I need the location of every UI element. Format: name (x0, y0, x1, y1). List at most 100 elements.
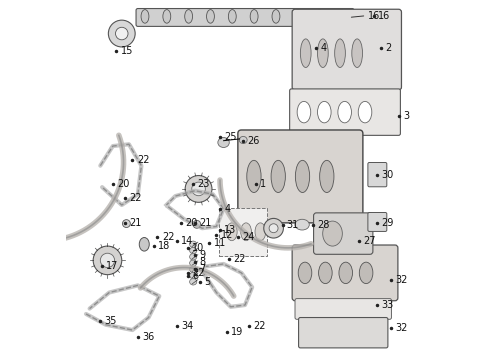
Ellipse shape (338, 10, 345, 23)
Text: 21: 21 (130, 218, 142, 228)
Ellipse shape (207, 10, 215, 23)
Text: 29: 29 (381, 218, 394, 228)
FancyBboxPatch shape (314, 213, 373, 254)
Ellipse shape (185, 10, 193, 23)
Ellipse shape (297, 102, 311, 123)
Text: 7: 7 (199, 264, 205, 274)
Text: 15: 15 (121, 46, 133, 57)
Ellipse shape (116, 27, 128, 40)
Ellipse shape (163, 10, 171, 23)
Ellipse shape (339, 262, 352, 284)
FancyBboxPatch shape (220, 208, 267, 256)
Ellipse shape (250, 10, 258, 23)
Text: 9: 9 (199, 250, 205, 260)
Ellipse shape (358, 102, 372, 123)
Ellipse shape (295, 219, 309, 230)
Text: 4: 4 (224, 203, 230, 213)
Text: 22: 22 (192, 268, 205, 278)
Ellipse shape (271, 160, 285, 193)
Text: 4: 4 (321, 43, 327, 53)
Text: 21: 21 (199, 218, 212, 228)
FancyBboxPatch shape (298, 318, 388, 348)
Text: 30: 30 (381, 170, 393, 180)
Ellipse shape (318, 262, 332, 284)
FancyBboxPatch shape (290, 89, 400, 135)
Text: 20: 20 (117, 179, 129, 189)
Ellipse shape (192, 182, 205, 196)
Ellipse shape (255, 223, 266, 241)
Ellipse shape (141, 10, 149, 23)
Ellipse shape (239, 136, 247, 144)
Ellipse shape (269, 224, 278, 233)
Text: 22: 22 (130, 193, 142, 203)
Ellipse shape (338, 102, 351, 123)
Text: 10: 10 (192, 243, 204, 253)
Ellipse shape (100, 253, 115, 267)
Text: 19: 19 (231, 327, 244, 337)
FancyBboxPatch shape (238, 130, 363, 223)
Ellipse shape (294, 10, 302, 23)
Text: 22: 22 (233, 253, 245, 264)
Ellipse shape (335, 39, 345, 67)
Text: 23: 23 (197, 179, 210, 189)
Text: 1: 1 (260, 179, 266, 189)
Ellipse shape (190, 273, 197, 279)
Text: 32: 32 (396, 275, 408, 285)
Text: 17: 17 (106, 261, 119, 271)
Text: 25: 25 (224, 132, 237, 142)
Ellipse shape (190, 253, 197, 260)
Ellipse shape (190, 279, 197, 285)
Text: 31: 31 (287, 220, 299, 230)
Text: 14: 14 (181, 236, 194, 246)
Ellipse shape (300, 39, 311, 67)
Ellipse shape (272, 10, 280, 23)
Ellipse shape (108, 20, 135, 47)
Ellipse shape (323, 221, 343, 246)
Ellipse shape (359, 262, 373, 284)
Text: 28: 28 (317, 220, 330, 230)
Text: 33: 33 (381, 300, 393, 310)
Ellipse shape (264, 219, 283, 238)
Text: 5: 5 (205, 277, 211, 287)
Text: 35: 35 (104, 316, 117, 326)
Ellipse shape (193, 220, 201, 228)
Text: 2: 2 (385, 43, 392, 53)
Text: 12: 12 (220, 230, 233, 240)
Ellipse shape (122, 220, 130, 228)
Ellipse shape (298, 262, 312, 284)
Text: 34: 34 (181, 321, 194, 332)
FancyBboxPatch shape (368, 162, 387, 187)
Ellipse shape (316, 10, 323, 23)
Ellipse shape (185, 176, 212, 202)
Text: 16: 16 (378, 11, 390, 21)
Text: 3: 3 (403, 111, 409, 121)
Ellipse shape (190, 241, 197, 248)
Ellipse shape (226, 223, 237, 241)
Text: 8: 8 (199, 257, 205, 267)
Text: 24: 24 (242, 232, 254, 242)
Text: 26: 26 (247, 136, 260, 146)
Ellipse shape (218, 138, 229, 148)
Text: 6: 6 (192, 271, 198, 282)
Text: 32: 32 (396, 323, 408, 333)
FancyBboxPatch shape (136, 9, 354, 26)
Text: 13: 13 (224, 225, 237, 235)
Text: 16: 16 (368, 11, 381, 21)
Text: 22: 22 (162, 232, 174, 242)
Ellipse shape (228, 10, 236, 23)
Text: 20: 20 (185, 218, 197, 228)
Ellipse shape (352, 39, 363, 67)
Ellipse shape (139, 238, 149, 251)
FancyBboxPatch shape (292, 245, 398, 301)
FancyBboxPatch shape (368, 212, 387, 231)
FancyBboxPatch shape (295, 298, 392, 319)
Ellipse shape (318, 102, 331, 123)
Ellipse shape (190, 247, 197, 254)
Ellipse shape (241, 223, 251, 241)
Ellipse shape (190, 260, 197, 266)
Text: 22: 22 (253, 321, 266, 332)
Ellipse shape (295, 160, 310, 193)
Ellipse shape (190, 266, 197, 273)
Ellipse shape (318, 39, 328, 67)
Text: 27: 27 (364, 236, 376, 246)
